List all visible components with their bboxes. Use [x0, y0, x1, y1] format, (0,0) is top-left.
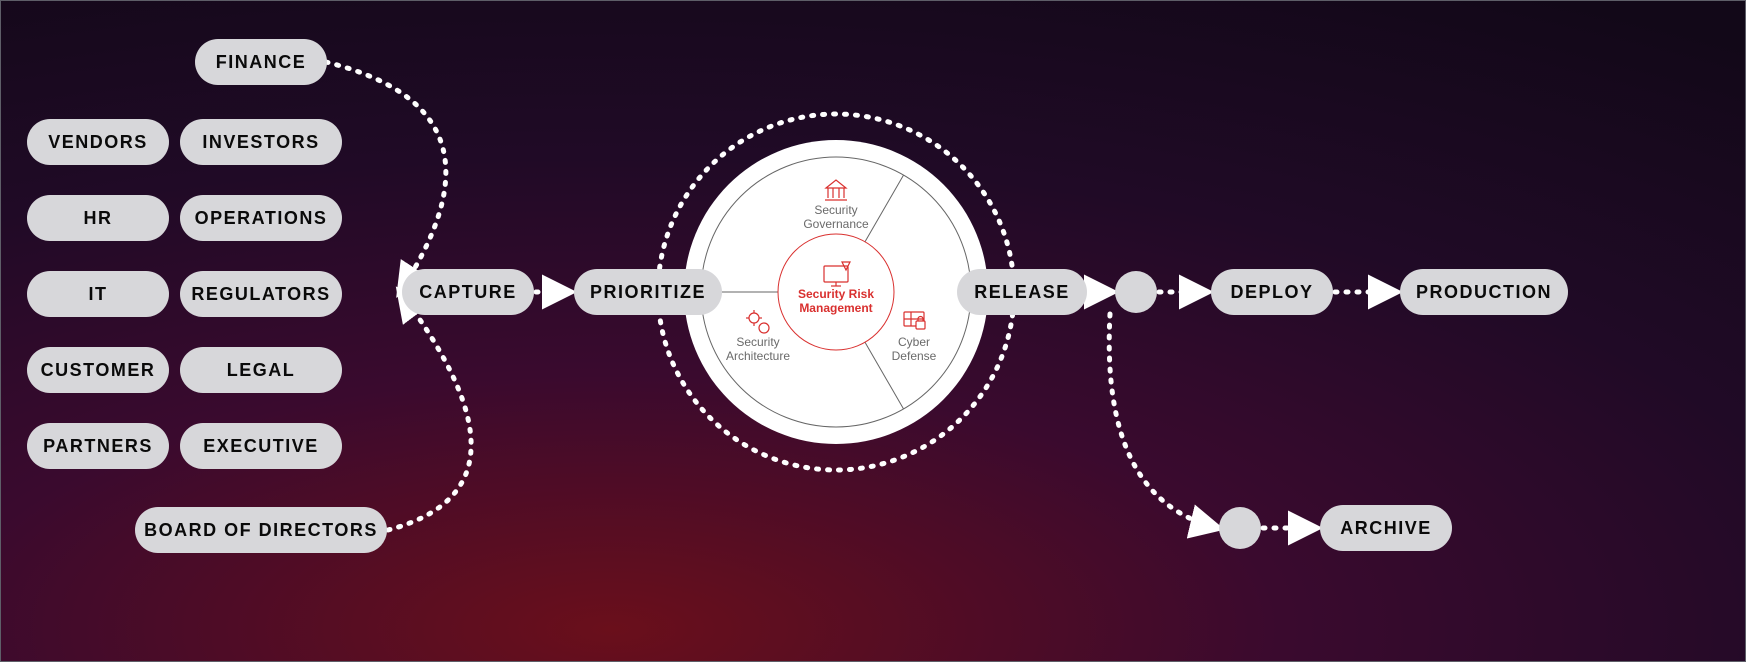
pill-board: BOARD OF DIRECTORS: [135, 507, 387, 553]
pill-hr: HR: [27, 195, 169, 241]
hub-core-label-1: Security Risk: [798, 287, 874, 301]
hub-core-label-2: Management: [799, 301, 872, 315]
pill-release: RELEASE: [957, 269, 1087, 315]
pill-operations: OPERATIONS: [180, 195, 342, 241]
pill-vendors: VENDORS: [27, 119, 169, 165]
diagram-stage: Security Risk Management Security Govern…: [0, 0, 1746, 662]
hub-sector-2-label-2: Defense: [892, 349, 937, 363]
pill-customer: CUSTOMER: [27, 347, 169, 393]
pill-legal: LEGAL: [180, 347, 342, 393]
pill-executive: EXECUTIVE: [180, 423, 342, 469]
pill-prioritize: PRIORITIZE: [574, 269, 722, 315]
pill-regulators: REGULATORS: [180, 271, 342, 317]
pill-capture: CAPTURE: [402, 269, 534, 315]
pill-deploy: DEPLOY: [1211, 269, 1333, 315]
pill-production: PRODUCTION: [1400, 269, 1568, 315]
pill-investors: INVESTORS: [180, 119, 342, 165]
hub-sector-1-label-1: Security: [736, 335, 779, 349]
hub-sector-2-label-1: Cyber: [898, 335, 930, 349]
pill-it: IT: [27, 271, 169, 317]
pill-archive: ARCHIVE: [1320, 505, 1452, 551]
hub-sector-0-label-2: Governance: [803, 217, 869, 231]
hub-sector-1-label-2: Architecture: [726, 349, 790, 363]
diagram-canvas: Security Risk Management Security Govern…: [0, 0, 1746, 662]
pill-finance: FINANCE: [195, 39, 327, 85]
dot-pre-archive: [1219, 507, 1261, 549]
dot-post-release: [1115, 271, 1157, 313]
pill-partners: PARTNERS: [27, 423, 169, 469]
hub-sector-0-label-1: Security: [814, 203, 857, 217]
